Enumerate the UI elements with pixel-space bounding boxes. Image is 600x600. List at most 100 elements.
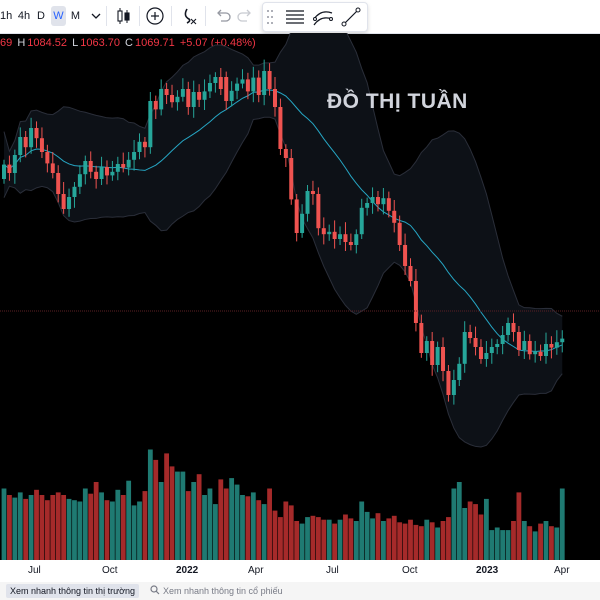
volume-bar	[142, 491, 148, 560]
candle	[533, 341, 538, 363]
candle	[170, 84, 175, 108]
candle-body	[137, 141, 142, 152]
volume-bar	[397, 522, 403, 560]
candle-body	[56, 173, 61, 194]
candle-body	[34, 128, 39, 139]
volume-bar	[418, 526, 424, 560]
candle	[549, 336, 554, 359]
timeframe-month[interactable]: M	[70, 10, 81, 22]
candle-body	[50, 163, 55, 173]
candle-body	[348, 242, 353, 245]
candle-body	[419, 323, 424, 353]
tab-stock-overview[interactable]: Xem nhanh thông tin cổ phiếu	[146, 584, 287, 598]
volume-bar	[44, 500, 50, 560]
candle	[83, 155, 88, 185]
candle-body	[180, 89, 185, 97]
candle-body	[451, 380, 456, 395]
timeframe-week[interactable]: W	[51, 6, 66, 26]
candle	[273, 77, 277, 117]
volume-bar	[39, 495, 45, 560]
candle	[153, 95, 158, 119]
time-axis[interactable]: Jul Oct 2022 Apr Jul Oct 2023 Apr	[0, 560, 600, 582]
candle-body	[413, 281, 418, 323]
candle	[343, 222, 348, 251]
add-indicator-icon[interactable]	[143, 4, 167, 28]
grip-icon[interactable]	[265, 7, 275, 27]
candle-body	[370, 197, 375, 203]
undo-icon[interactable]	[211, 4, 235, 28]
high-key: H	[17, 37, 26, 49]
timeframe-4h[interactable]: 4h	[17, 10, 31, 22]
candle	[506, 317, 511, 342]
candle-body	[88, 161, 93, 172]
volume-bar	[326, 519, 332, 560]
candle	[544, 332, 548, 364]
candle-body	[61, 194, 66, 209]
volume-bar	[483, 498, 489, 560]
volume-bar	[169, 466, 175, 560]
chevron-down-icon[interactable]	[84, 4, 108, 28]
timeframe-1h[interactable]: 1h	[0, 10, 13, 22]
low-key: L	[72, 37, 79, 49]
volume-bar	[359, 501, 365, 560]
volume-bar	[77, 501, 83, 560]
volume-bar	[223, 488, 229, 560]
candle-body	[473, 338, 478, 347]
candle	[126, 152, 131, 176]
candles-icon[interactable]	[111, 4, 135, 28]
volume-bar	[408, 519, 413, 560]
price-chart[interactable]	[0, 33, 600, 560]
candle-body	[294, 199, 299, 233]
candle-body	[256, 77, 261, 95]
candle	[478, 339, 483, 364]
candle-body	[327, 231, 332, 235]
volume-bars	[1, 449, 565, 560]
high-value: 1084.52	[27, 37, 68, 49]
candle	[554, 330, 559, 355]
candle	[213, 72, 218, 93]
volume-bar	[126, 480, 132, 560]
close-value: 1069.71	[135, 37, 175, 49]
volume-bar	[413, 524, 419, 560]
candle-body	[544, 344, 548, 356]
volume-bar	[88, 493, 94, 560]
candle-body	[462, 332, 467, 364]
redo-icon[interactable]	[233, 4, 257, 28]
volume-bar	[391, 515, 397, 560]
band-fill	[4, 33, 563, 447]
candle	[256, 70, 261, 103]
horizontal-lines-icon[interactable]	[283, 5, 307, 29]
candle	[197, 84, 202, 107]
volume-bar	[93, 482, 99, 560]
volume-bar	[516, 492, 522, 560]
volume-bar	[272, 510, 278, 560]
tab-market-overview[interactable]: Xem nhanh thông tin thị trường	[6, 584, 140, 598]
volume-bar	[180, 471, 186, 560]
candle-body	[408, 266, 413, 281]
channel-icon[interactable]	[311, 5, 335, 29]
timeframe-day[interactable]: D	[37, 10, 45, 22]
candle	[403, 233, 408, 275]
candle-body	[126, 159, 131, 168]
candle	[2, 159, 6, 184]
candle-body	[197, 92, 202, 100]
candle-body	[72, 186, 77, 197]
volume-bar	[370, 518, 375, 560]
candle	[500, 326, 505, 355]
candle	[538, 344, 543, 361]
candle-body	[218, 77, 223, 89]
candle-body	[115, 164, 120, 172]
volume-bar	[332, 523, 338, 560]
candle-body	[538, 351, 543, 356]
alert-icon[interactable]	[177, 4, 201, 28]
candle-body	[343, 234, 348, 242]
candle-body	[506, 323, 511, 335]
volume-bar	[429, 522, 435, 560]
volume-bar	[12, 497, 18, 560]
volume-bar	[34, 489, 39, 560]
candle	[527, 334, 532, 360]
trend-line-icon[interactable]	[339, 5, 363, 29]
candle	[77, 165, 82, 194]
x-tick-label: Oct	[402, 565, 418, 576]
volume-bar	[153, 459, 159, 560]
